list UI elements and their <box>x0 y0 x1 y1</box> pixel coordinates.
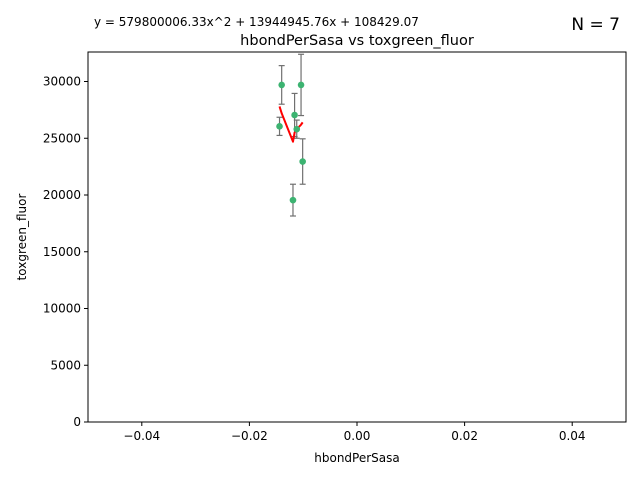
plot-frame <box>87 51 627 423</box>
data-point-4 <box>293 125 301 133</box>
plot-marks <box>276 53 306 217</box>
y-tick-label-4: 20000 <box>43 188 81 202</box>
y-tick-label-1: 5000 <box>50 358 81 372</box>
x-tick-label-3: 0.02 <box>451 429 478 443</box>
y-tick-label-5: 25000 <box>43 131 81 145</box>
x-tick-label-0: −0.04 <box>123 429 160 443</box>
y-tick-label-6: 30000 <box>43 75 81 89</box>
chart-title: hbondPerSasa vs toxgreen_fluor <box>240 33 474 49</box>
equation-label: y = 579800006.33x^2 + 13944945.76x + 108… <box>94 15 419 29</box>
y-tick-label-3: 15000 <box>43 245 81 259</box>
x-tick-label-2: 0.00 <box>344 429 371 443</box>
y-tick-label-0: 0 <box>73 415 81 429</box>
data-point-3 <box>291 111 298 119</box>
x-axis-ticks: −0.04 −0.02 0.00 0.02 0.04 <box>123 422 586 443</box>
fit-line <box>278 106 304 143</box>
data-point-0 <box>276 123 283 130</box>
x-tick-label-4: 0.04 <box>559 429 586 443</box>
x-axis-label: hbondPerSasa <box>314 451 400 465</box>
data-point-2 <box>289 196 297 204</box>
data-point-1 <box>278 81 285 89</box>
data-point-6 <box>299 158 306 165</box>
y-tick-label-2: 10000 <box>43 302 81 316</box>
y-axis-label: toxgreen_fluor <box>15 194 29 281</box>
n-label: N = 7 <box>571 15 620 35</box>
y-axis-ticks: 0 5000 10000 15000 20000 25000 30000 <box>43 75 88 429</box>
x-tick-label-1: −0.02 <box>231 429 268 443</box>
data-point-5 <box>297 81 305 89</box>
